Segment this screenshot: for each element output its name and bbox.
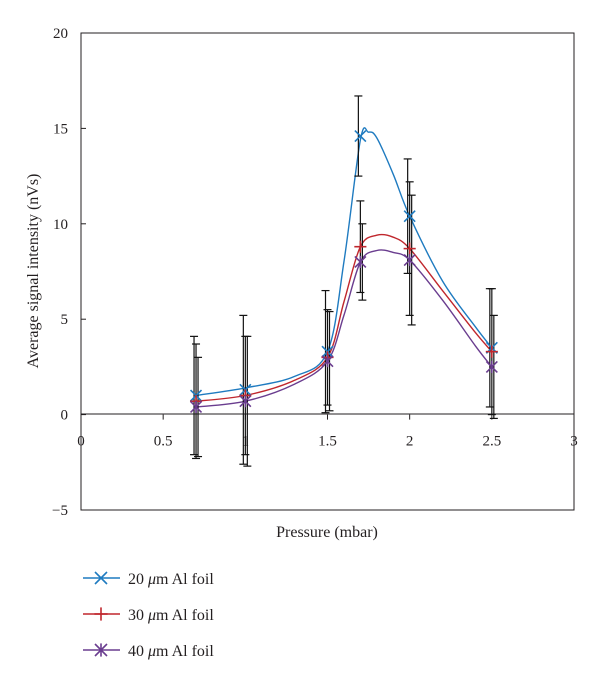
y-tick-label: 5 [61,312,69,328]
y-tick-label: −5 [52,503,68,519]
y-tick-label: 15 [53,121,68,137]
marker-star [321,355,334,368]
y-tick-label: 20 [53,26,68,42]
legend-item-3: 40 μm Al foil [83,643,214,660]
x-tick-label: 0 [77,434,85,450]
legend-marker [94,643,108,657]
marker-star [403,253,416,267]
fit-curves [195,127,493,408]
y-axis-title: Average signal intensity (nVs) [25,174,42,369]
legend-item-2: 30 μm Al foil [83,607,214,624]
marker-plus [354,240,367,253]
legend-label: 30 μm Al foil [128,607,214,624]
y-tick-label: 10 [53,217,68,233]
x-axis-ticks: 00.511.522.53 [77,414,578,450]
plot-frame [80,32,575,511]
fit-curve-2 [195,233,493,402]
marker-star [354,255,367,269]
legend-item-1: 20 μm Al foil [83,571,214,588]
legend-label: 20 μm Al foil [128,571,214,588]
marker-star [485,360,498,373]
marker-star [239,395,252,408]
y-tick-label: 0 [61,408,69,424]
marker-star [189,400,203,414]
error-bars [190,95,498,467]
fit-curve-3 [195,249,493,408]
legend-marker [94,607,108,621]
marker-plus [485,345,498,358]
x-axis-title: Pressure (mbar) [276,524,378,541]
legend-label: 40 μm Al foil [128,643,214,660]
marker-x [354,129,367,143]
legend-marker [94,571,108,585]
marker-x [403,210,416,223]
x-tick-label: 1.5 [318,434,337,450]
data-markers [189,129,498,414]
x-tick-label: 0.5 [154,434,173,450]
marker-plus [403,242,416,255]
x-tick-label: 3 [570,434,578,450]
x-tick-label: 2.5 [482,434,501,450]
x-tick-label: 2 [406,434,414,450]
fit-curve-1 [195,127,493,397]
legend: 20 μm Al foil 30 μm Al foil 40 μm Al foil [83,571,214,660]
y-axis-ticks: −5 0 5 10 15 20 [52,26,86,519]
